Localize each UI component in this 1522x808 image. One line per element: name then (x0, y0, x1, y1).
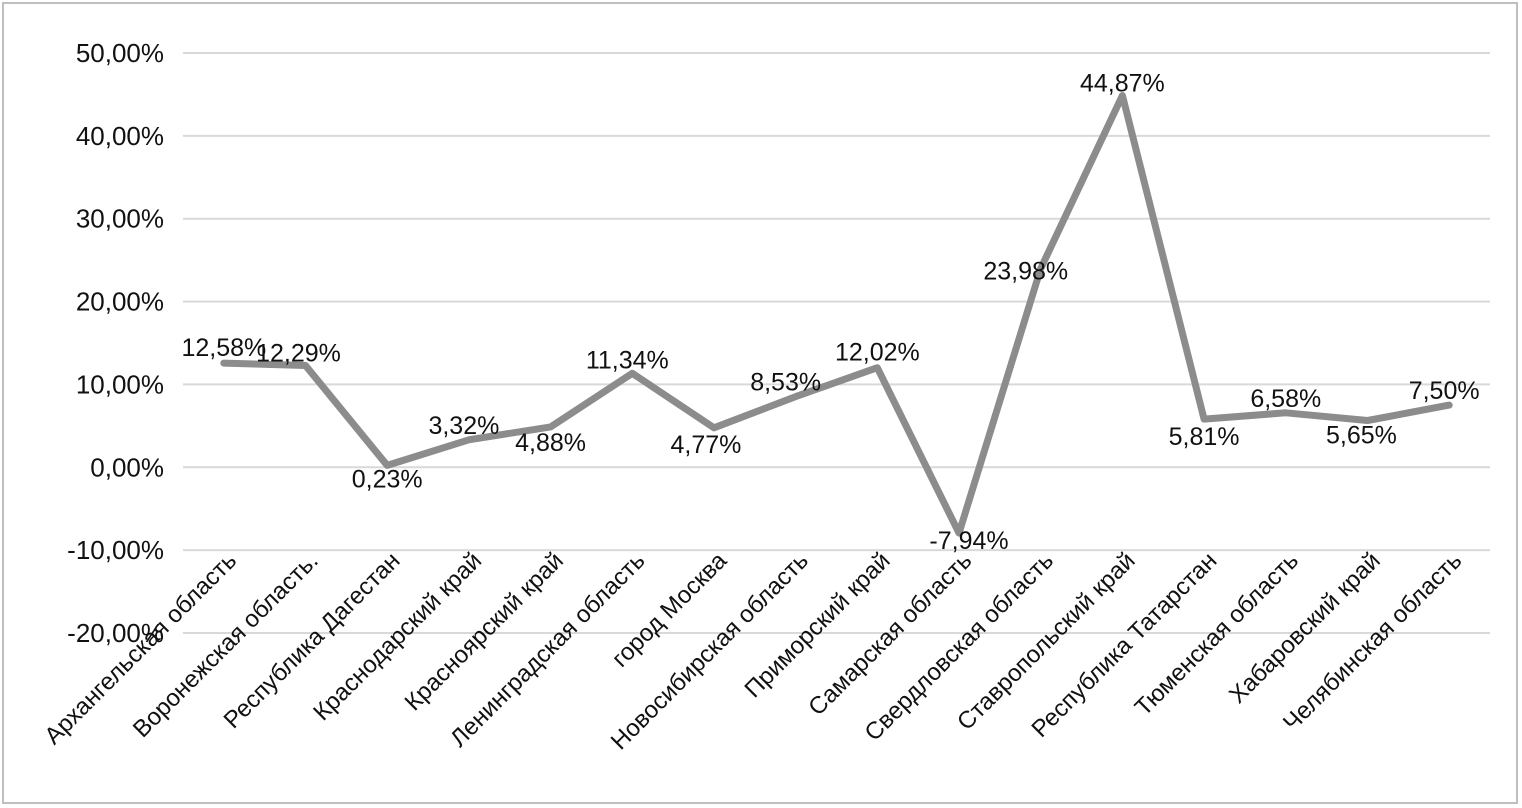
data-label: 3,32% (428, 412, 499, 440)
y-tick-label: 20,00% (76, 287, 164, 317)
y-tick-label: 0,00% (90, 452, 164, 482)
x-tick-label: Тюменская область (1130, 547, 1304, 721)
data-label: 12,02% (835, 339, 920, 367)
y-axis-tick-labels: -20,00% -10,00% 0,00% 10,00% 20,00% 30,00% 40,… (67, 38, 164, 648)
data-label: 44,87% (1080, 70, 1165, 98)
y-tick-label: -20,00% (67, 618, 164, 648)
series-polyline (220, 92, 1453, 537)
data-label: 4,77% (671, 431, 742, 459)
x-tick-label: Красноярский край (400, 547, 569, 716)
y-tick-label: 50,00% (76, 38, 164, 68)
data-label: 12,29% (256, 339, 341, 367)
data-label: 0,23% (352, 465, 423, 493)
data-label: 4,88% (515, 429, 586, 457)
data-label: 7,50% (1409, 377, 1480, 405)
y-tick-label: -10,00% (67, 535, 164, 565)
data-label: -7,94% (929, 527, 1008, 555)
data-label: 23,98% (983, 258, 1068, 286)
data-label: 5,65% (1326, 421, 1397, 449)
data-label: 11,34% (586, 346, 669, 374)
data-label: 6,58% (1250, 385, 1321, 413)
data-label: 5,81% (1169, 423, 1240, 451)
data-labels: 12,58%12,29% 0,23%3,32% 4,88% 11,34% 4,77% 8,… (181, 70, 1479, 556)
y-tick-label: 40,00% (76, 121, 164, 151)
x-tick-label: Хабаровский край (1224, 547, 1386, 709)
data-label: 12,58% (181, 334, 266, 362)
series-line (220, 92, 1453, 537)
x-tick-label: Приморский край (739, 547, 895, 703)
y-tick-label: 30,00% (76, 204, 164, 234)
data-label: 8,53% (750, 369, 821, 397)
x-tick-label: Самарская область (803, 547, 977, 721)
y-tick-label: 10,00% (76, 369, 164, 399)
gridlines (183, 52, 1490, 634)
